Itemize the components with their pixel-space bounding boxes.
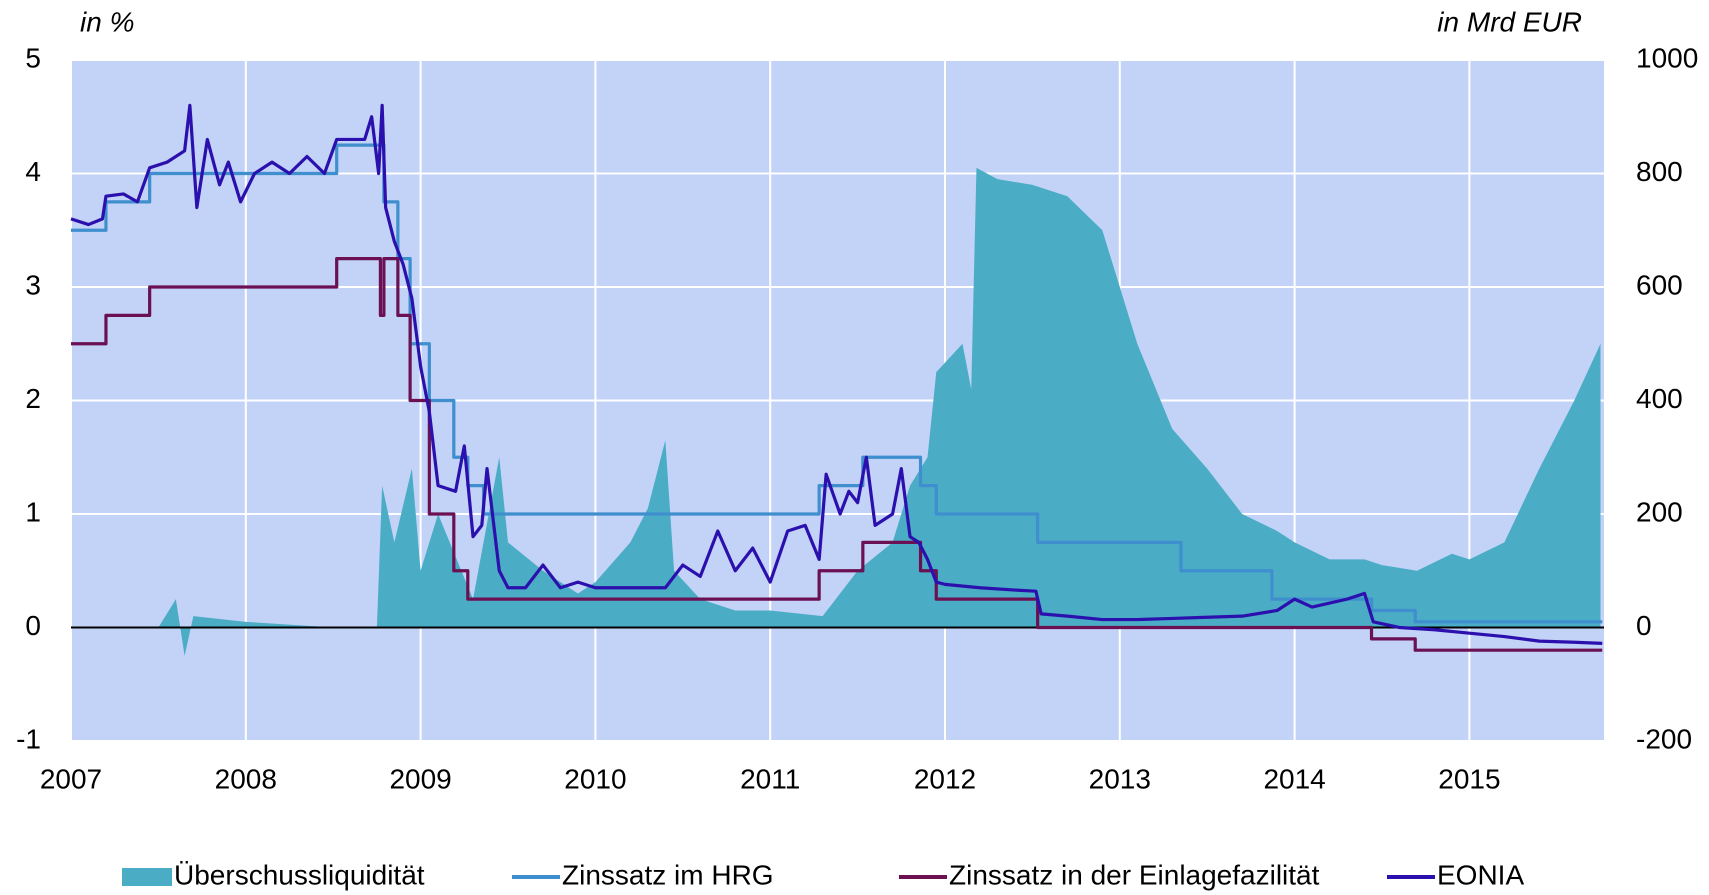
line xyxy=(70,103,1603,645)
y-tick-label: -1 xyxy=(16,723,41,754)
y2-tick-label: 200 xyxy=(1636,496,1683,527)
x-tick-label: 2010 xyxy=(564,763,626,794)
x-tick-label: 2008 xyxy=(215,763,277,794)
legend-label: Zinssatz im HRG xyxy=(562,859,774,890)
y-tick-label: 1 xyxy=(25,496,41,527)
y2-axis-label: in Mrd EUR xyxy=(1437,6,1582,37)
x-tick-label: 2007 xyxy=(40,763,102,794)
y2-tick-label: 400 xyxy=(1636,383,1683,414)
y2-tick-label: -200 xyxy=(1636,723,1692,754)
x-tick-label: 2015 xyxy=(1438,763,1500,794)
x-tick-label: 2009 xyxy=(389,763,451,794)
y2-tick-label: 0 xyxy=(1636,610,1652,641)
x-tick-label: 2012 xyxy=(914,763,976,794)
y-tick-label: 2 xyxy=(25,383,41,414)
y2-tick-label: 1000 xyxy=(1636,42,1698,73)
y-tick-label: 4 xyxy=(25,156,41,187)
y2-tick-label: 600 xyxy=(1636,269,1683,300)
y2-tick-label: 800 xyxy=(1636,156,1683,187)
legend-label: Überschussliquidität xyxy=(174,859,425,890)
x-tick-label: 2011 xyxy=(740,763,800,794)
x-tick-label: 2014 xyxy=(1263,763,1325,794)
legend-swatch xyxy=(122,868,172,886)
area xyxy=(71,167,1601,656)
y-axis-label: in % xyxy=(80,6,134,37)
y-tick-label: 0 xyxy=(25,610,41,641)
y-tick-label: 3 xyxy=(25,269,41,300)
y-tick-label: 5 xyxy=(25,42,41,73)
x-tick-label: 2013 xyxy=(1089,763,1151,794)
legend-label: EONIA xyxy=(1437,859,1524,890)
legend-label: Zinssatz in der Einlagefazilität xyxy=(949,859,1320,890)
